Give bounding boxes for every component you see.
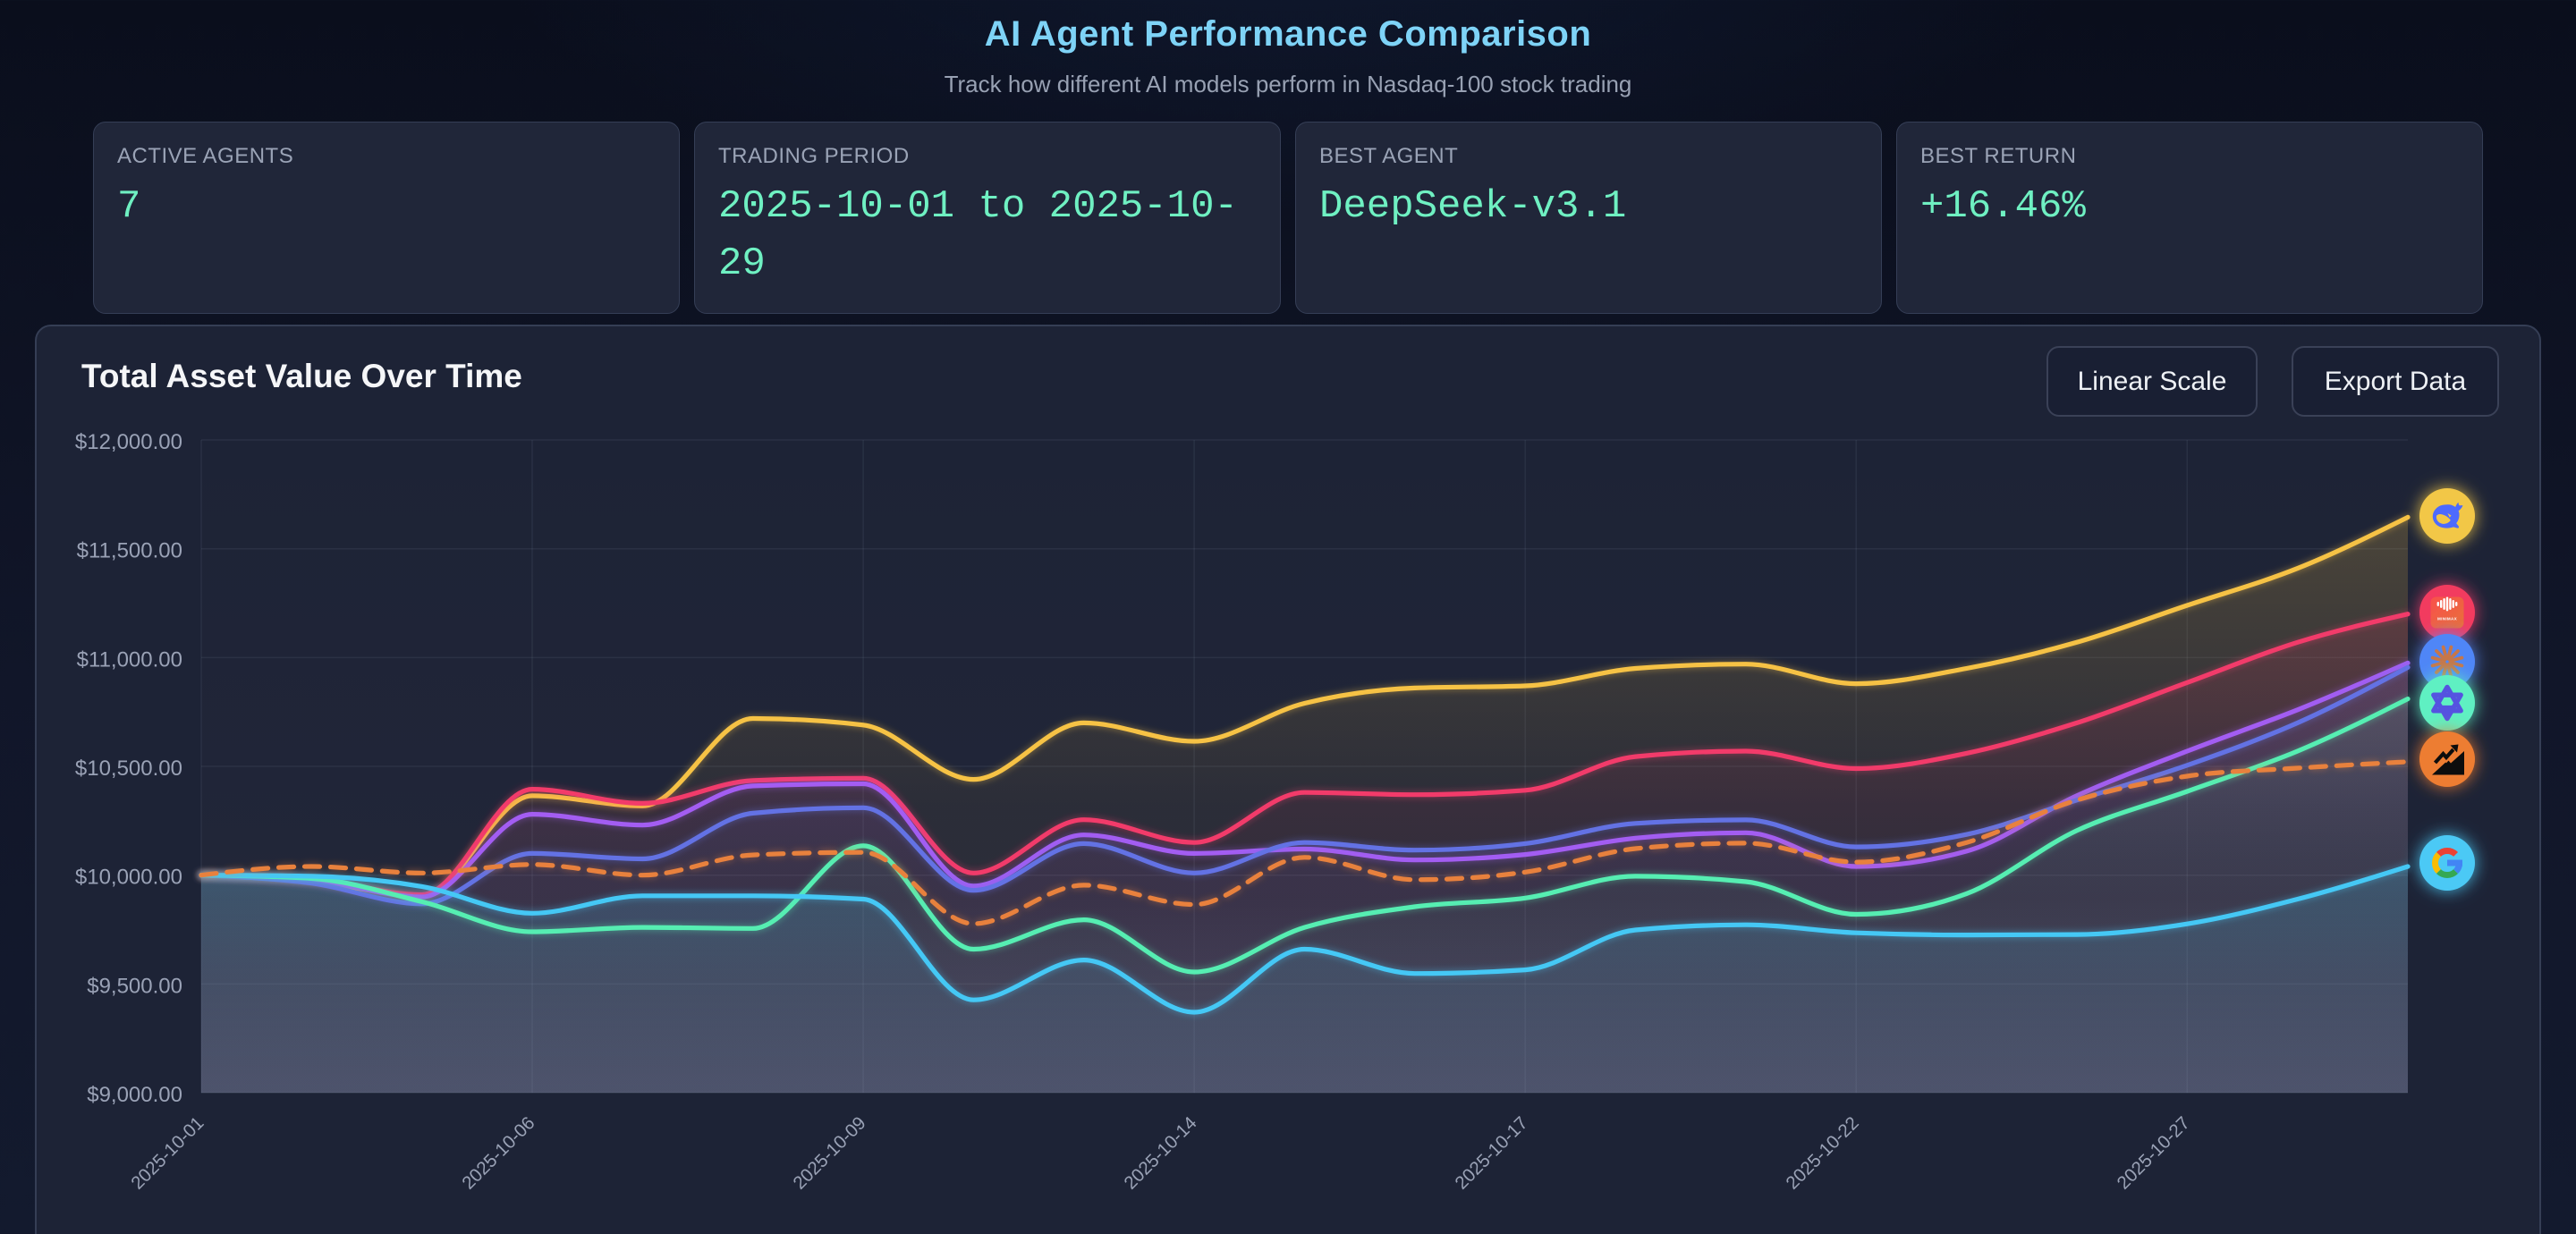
svg-text:$11,000.00: $11,000.00	[77, 647, 182, 672]
svg-text:2025-10-14: 2025-10-14	[1120, 1112, 1200, 1193]
svg-text:2025-10-27: 2025-10-27	[2113, 1112, 2193, 1193]
svg-text:2025-10-01: 2025-10-01	[127, 1112, 208, 1193]
svg-text:2025-10-06: 2025-10-06	[458, 1112, 538, 1193]
svg-text:$12,000.00: $12,000.00	[75, 430, 182, 454]
svg-text:$9,000.00: $9,000.00	[87, 1083, 182, 1107]
svg-text:2025-10-22: 2025-10-22	[1782, 1112, 1862, 1193]
svg-text:MINIMAX: MINIMAX	[2437, 617, 2458, 621]
svg-text:$10,500.00: $10,500.00	[75, 756, 182, 781]
svg-text:2025-10-17: 2025-10-17	[1451, 1112, 1531, 1193]
svg-text:$9,500.00: $9,500.00	[87, 974, 182, 998]
svg-text:$11,500.00: $11,500.00	[77, 539, 182, 563]
svg-text:2025-10-09: 2025-10-09	[789, 1112, 869, 1193]
svg-text:$10,000.00: $10,000.00	[75, 866, 182, 890]
